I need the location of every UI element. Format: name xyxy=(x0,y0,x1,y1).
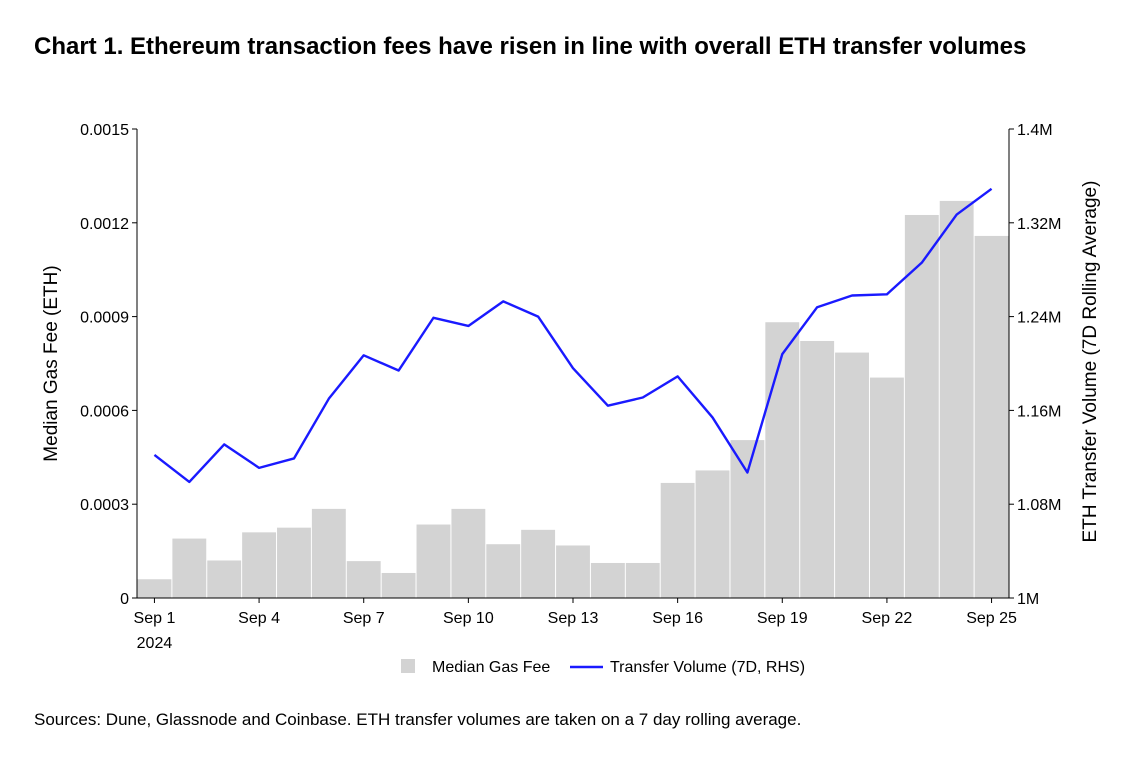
bar xyxy=(556,545,590,598)
y2-tick-label: 1.24M xyxy=(1017,310,1061,327)
chart-legend: Median Gas Fee Transfer Volume (7D, RHS) xyxy=(401,659,805,676)
bar xyxy=(939,200,974,598)
bar xyxy=(590,562,625,598)
x-tick-label: Sep 19 xyxy=(757,610,808,627)
line-series-transfer-volume xyxy=(153,187,993,484)
bar xyxy=(765,322,800,598)
x-tick-sublabel: 2024 xyxy=(137,635,173,652)
bar-series-median-gas-fee xyxy=(137,200,1009,599)
chart-axes xyxy=(132,128,1014,603)
y2-tick-label: 1M xyxy=(1017,591,1039,608)
y2-tick-label: 1.32M xyxy=(1017,216,1061,233)
y2-tick-label: 1.08M xyxy=(1017,497,1061,514)
x-tick-label: Sep 22 xyxy=(862,610,913,627)
bar xyxy=(311,508,346,598)
bar xyxy=(695,470,730,598)
bar xyxy=(486,544,521,598)
bar xyxy=(172,538,207,598)
chart-area: 0 0.0003 0.0006 0.0009 0.0012 0.0015 1M 1.08M 1.… xyxy=(41,122,1101,676)
chart-labels: 0 0.0003 0.0006 0.0009 0.0012 0.0015 1M 1.08M 1.… xyxy=(41,122,1101,652)
bar xyxy=(277,527,311,598)
x-tick-label: Sep 13 xyxy=(548,610,599,627)
bar xyxy=(451,508,486,598)
bar xyxy=(904,214,939,599)
y-tick-label: 0.0006 xyxy=(80,403,129,420)
bar xyxy=(625,562,660,598)
source-note: Sources: Dune, Glassnode and Coinbase. E… xyxy=(34,710,802,729)
bar xyxy=(835,352,869,598)
x-tick-label: Sep 7 xyxy=(343,610,385,627)
bar xyxy=(207,560,242,598)
bar xyxy=(974,235,1009,598)
y-axis-title: Median Gas Fee (ETH) xyxy=(41,265,62,461)
x-tick-label: Sep 25 xyxy=(966,610,1017,627)
bar xyxy=(660,482,695,598)
y2-tick-label: 1.4M xyxy=(1017,122,1053,139)
bar xyxy=(242,532,277,598)
legend-label-transfer-volume: Transfer Volume (7D, RHS) xyxy=(610,659,805,676)
x-tick-label: Sep 1 xyxy=(134,610,176,627)
y-tick-label: 0.0003 xyxy=(80,497,129,514)
bar xyxy=(381,572,416,598)
bar xyxy=(800,340,835,598)
y-tick-label: 0.0009 xyxy=(80,310,129,327)
bar xyxy=(869,377,904,598)
legend-label-median-gas-fee: Median Gas Fee xyxy=(432,659,550,676)
bar xyxy=(730,440,765,598)
bar xyxy=(416,524,451,598)
x-tick-label: Sep 16 xyxy=(652,610,703,627)
chart-title: Chart 1. Ethereum transaction fees have … xyxy=(34,33,1027,60)
y-tick-label: 0.0015 xyxy=(80,122,129,139)
bar xyxy=(521,529,556,598)
bar xyxy=(346,561,381,598)
y2-tick-label: 1.16M xyxy=(1017,403,1061,420)
legend-swatch-median-gas-fee xyxy=(401,659,415,673)
y-tick-label: 0.0012 xyxy=(80,216,129,233)
x-tick-label: Sep 4 xyxy=(238,610,280,627)
bar xyxy=(137,579,172,598)
y-tick-label: 0 xyxy=(120,591,129,608)
x-tick-label: Sep 10 xyxy=(443,610,494,627)
y2-axis-title: ETH Transfer Volume (7D Rolling Average) xyxy=(1080,181,1101,543)
